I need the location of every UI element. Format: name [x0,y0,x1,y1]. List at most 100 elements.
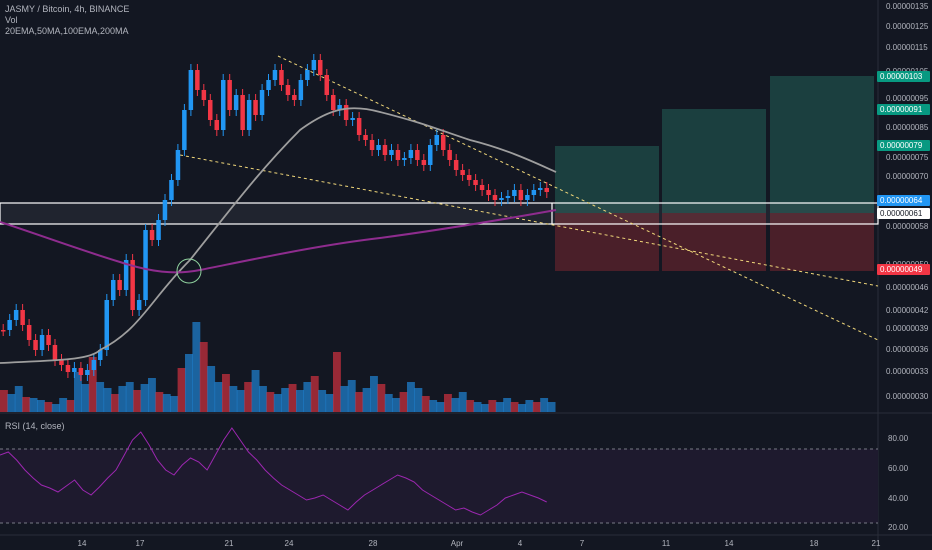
volume-bar [362,388,371,412]
volume-bar [333,352,341,412]
support-zone-box [0,202,879,225]
candle-body [305,70,310,80]
volume-bar [488,400,497,412]
volume-bar [547,402,556,412]
candle-body [188,70,194,110]
time-axis-tick: 21 [225,539,234,548]
volume-bar [532,402,541,412]
candle-body [298,80,304,100]
volume-bar [222,374,230,412]
candle-body [208,100,213,120]
volume-bar [81,384,90,412]
time-axis-tick: 18 [810,539,819,548]
candle-body [538,188,543,190]
price-axis-tick: 0.00000046 [886,283,929,292]
candle-body [20,310,25,325]
price-axis-tick: 0.00000070 [886,172,929,181]
time-axis-tick: 11 [662,539,671,548]
candle-body [441,135,446,150]
time-axis-tick: 28 [369,539,378,548]
volume-bar [495,402,504,412]
candle-body [227,80,232,110]
descending-trendline [277,55,879,341]
volume-indicator-label[interactable]: Vol [5,15,18,25]
volume-bar [88,357,97,412]
candle-body [531,190,537,195]
time-axis-tick: 21 [872,539,881,548]
candle-body [382,145,388,155]
volume-bar [199,342,208,412]
volume-bar [74,372,82,412]
volume-bar [177,368,186,412]
volume-bar [377,384,386,412]
volume-bar [259,386,267,412]
candle-body [201,90,207,100]
target-3-price-tag: 0.00000103 [877,71,930,82]
volume-bar [207,366,216,412]
candle-body [363,135,368,140]
candle-body [246,100,252,130]
volume-bar [155,392,164,412]
candle-body [369,140,375,150]
volume-bar [525,400,534,412]
volume-bar [540,398,549,412]
candle-body [143,230,148,300]
volume-bar [125,382,134,412]
volume-bar [303,382,312,412]
symbol-title[interactable]: JASMY / Bitcoin, 4h, BINANCE [5,4,130,14]
ma-indicator-label[interactable]: 20EMA,50MA,100EMA,200MA [5,26,129,36]
candle-body [279,70,284,85]
support-trendline [179,154,879,287]
candle-body [117,280,122,290]
price-axis-tick: 0.00000042 [886,306,929,315]
candle-body [136,300,142,310]
stop-price-tag: 0.00000049 [877,264,930,275]
candle-body [486,190,491,195]
volume-bar [458,392,467,412]
target-2-price-tag: 0.00000091 [877,104,930,115]
candle-body [337,105,342,110]
candle-body [98,350,103,360]
rsi-axis-tick: 80.00 [888,434,909,443]
volume-bar [407,382,415,412]
candle-body [434,135,439,145]
candle-body [428,145,433,165]
candle-body [460,170,465,175]
volume-bar [384,394,393,412]
candle-body [130,260,135,310]
candle-body [214,120,219,130]
candle-body [52,345,58,360]
volume-bar [370,376,378,412]
candle-body [13,310,19,320]
volume-bar [436,402,445,412]
candle-body [402,158,407,160]
price-axis-tick: 0.00000058 [886,222,929,231]
candle-body [39,335,45,350]
rsi-indicator-label[interactable]: RSI (14, close) [5,421,65,431]
price-axis-tick: 0.00000033 [886,367,929,376]
candle-body [421,160,427,165]
volume-bar [22,397,31,412]
rsi-axis-tick: 40.00 [888,494,909,503]
candle-body [473,180,478,185]
price-axis-tick: 0.00000039 [886,324,929,333]
target-1-price-tag: 0.00000079 [877,140,930,151]
chart-legend: JASMY / Bitcoin, 4h, BINANCE Vol 20EMA,5… [5,4,129,37]
candle-body [240,95,245,130]
candle-body [1,330,6,332]
candle-body [389,150,394,155]
target-zone-2 [662,109,766,213]
candle-body [259,90,265,115]
volume-bar [273,394,282,412]
candle-body [169,180,174,200]
ma-50-line [0,107,557,364]
price-axis-tick: 0.00000125 [886,22,929,31]
candle-body [518,190,524,200]
volume-bar [29,398,38,412]
target-zone-1 [555,146,659,213]
volume-bar [140,384,149,412]
time-axis-tick: Apr [451,539,464,548]
candle-body [72,368,77,372]
